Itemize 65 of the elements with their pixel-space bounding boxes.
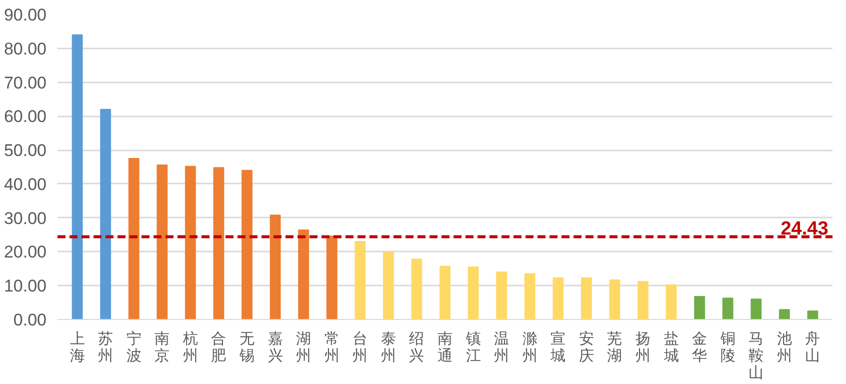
ref-line-label: 24.43 [780,218,828,240]
x-tick-label: 滁州 [522,330,538,364]
x-tick-label: 绍兴 [409,330,424,364]
y-tick-label: 0.00 [13,310,47,330]
bar [666,284,677,320]
y-tick-label: 40.00 [4,174,47,194]
bar [100,108,112,320]
y-tick-label: 60.00 [4,107,47,126]
bar [411,258,422,320]
bar [778,309,790,320]
y-tick-label: 80.00 [4,39,47,58]
bar [580,277,592,320]
y-tick-label: 10.00 [4,276,47,296]
y-tick-label: 50.00 [4,141,47,160]
bar [128,158,140,320]
x-tick-label: 湖州 [296,330,312,364]
x-tick-label: 芜湖 [607,330,622,364]
x-tick-label: 合肥 [211,330,226,364]
y-tick-label: 20.00 [4,242,47,262]
x-tick-label: 宣城 [550,330,566,364]
bar [184,166,196,320]
bar [354,241,366,320]
bar [270,214,281,320]
x-tick-label: 池州 [776,330,792,364]
y-tick-label: 90.00 [4,6,47,24]
x-tick-label: 舟山 [805,330,820,364]
bar [440,266,450,320]
bar [722,298,734,320]
x-tick-label: 宁波 [126,330,142,364]
bar [496,272,508,320]
x-tick-label: 金华 [692,330,708,364]
y-tick-label: 30.00 [4,208,47,228]
bar [552,277,564,320]
x-tick-label: 镇江 [464,330,481,364]
x-tick-label: 苏州 [98,330,114,364]
bar [524,273,536,320]
x-tick-label: 杭州 [182,330,198,364]
bar [298,230,310,320]
x-tick-label: 泰州 [380,330,396,364]
x-tick-label: 马鞍山 [748,330,764,382]
x-tick-label: 盐城 [662,330,679,364]
x-tick-label: 安庆 [578,330,594,364]
x-tick-label: 南京 [154,330,170,364]
bar [468,266,479,320]
bar [156,164,168,320]
bar [382,252,394,320]
bar [807,310,818,320]
x-tick-label: 扬州 [635,330,650,364]
x-tick-label: 嘉兴 [268,330,283,364]
x-tick-label: 常州 [324,330,340,364]
bar [242,170,252,320]
bar [72,34,83,320]
bar [750,298,762,320]
x-tick-label: 铜陵 [719,330,736,364]
x-tick-label: 无锡 [238,330,255,364]
x-tick-label: 温州 [494,330,510,364]
x-tick-label: 南通 [438,330,452,364]
bar [609,279,620,320]
bar [213,167,224,320]
y-tick-label: 70.00 [4,73,47,92]
bar [694,296,706,320]
bar [326,236,338,320]
x-tick-label: 台州 [352,330,368,364]
x-tick-label: 上海 [70,330,85,364]
bar [638,281,648,320]
